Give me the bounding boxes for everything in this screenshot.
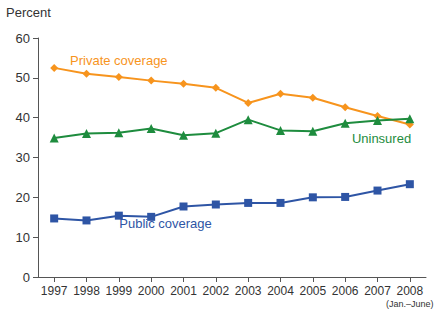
svg-text:2008: 2008: [396, 284, 423, 298]
svg-text:20: 20: [16, 190, 30, 205]
svg-text:1998: 1998: [73, 284, 100, 298]
svg-text:0: 0: [23, 270, 30, 285]
svg-text:2006: 2006: [332, 284, 359, 298]
svg-text:30: 30: [16, 150, 30, 165]
svg-text:Uninsured: Uninsured: [352, 131, 411, 146]
svg-text:60: 60: [16, 31, 30, 46]
svg-text:Percent: Percent: [6, 5, 51, 20]
svg-text:2001: 2001: [170, 284, 197, 298]
svg-text:Private coverage: Private coverage: [70, 53, 168, 68]
svg-text:50: 50: [16, 70, 30, 85]
svg-text:2002: 2002: [202, 284, 229, 298]
svg-text:40: 40: [16, 110, 30, 125]
svg-text:2004: 2004: [267, 284, 294, 298]
svg-text:10: 10: [16, 230, 30, 245]
svg-text:(Jan.–June): (Jan.–June): [386, 299, 434, 309]
svg-text:Public coverage: Public coverage: [119, 216, 212, 231]
svg-text:1999: 1999: [105, 284, 132, 298]
svg-text:2003: 2003: [235, 284, 262, 298]
svg-text:2005: 2005: [299, 284, 326, 298]
svg-text:1997: 1997: [41, 284, 68, 298]
svg-text:2007: 2007: [364, 284, 391, 298]
svg-text:2000: 2000: [138, 284, 165, 298]
